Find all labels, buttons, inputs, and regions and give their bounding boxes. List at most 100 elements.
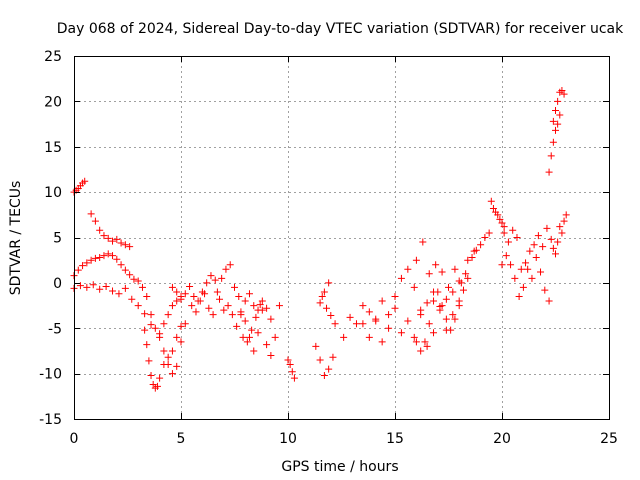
data-point [83,259,91,267]
data-point [228,311,236,319]
data-point [168,283,176,291]
data-point [320,371,328,379]
data-point [104,234,112,242]
data-point [83,283,91,291]
data-point [385,324,393,332]
data-point [359,320,367,328]
data-point [104,250,112,258]
data-point [365,333,373,341]
x-tick-label: 20 [493,431,511,447]
chart-title: Day 068 of 2024, Sidereal Day-to-day VTE… [57,21,624,37]
data-point [241,317,249,325]
series-track-k [312,279,339,379]
data-point [320,288,328,296]
data-point [201,290,209,298]
data-point [513,234,521,241]
data-point [243,338,251,346]
data-point [288,368,296,376]
data-point [316,299,324,307]
data-point [423,299,431,307]
data-point [149,381,157,389]
data-point [76,282,84,290]
data-point [515,292,523,300]
data-point [552,250,559,258]
x-tick-label: 5 [177,431,186,447]
data-point [147,311,155,319]
data-point [143,341,151,349]
data-point [134,277,142,285]
series-track-n [412,274,472,355]
data-point [109,287,117,295]
data-point [248,326,256,334]
series-track-l [340,265,470,341]
data-point [346,313,354,321]
data-point [485,229,493,237]
data-point [472,246,480,254]
data-point [211,276,219,284]
series-track-p [468,229,493,261]
data-point [188,302,196,310]
data-point [216,295,224,303]
data-point [126,271,134,279]
data-point [207,272,215,280]
data-point [541,286,549,294]
y-tick-label: 20 [44,94,62,110]
series-track-m [359,297,463,350]
data-point [156,333,164,341]
data-point [419,238,427,246]
data-point [231,283,238,291]
y-tick-label: 15 [44,140,62,156]
grid-lines [74,56,609,419]
data-point [425,320,433,328]
data-point [173,362,181,370]
data-point [436,306,444,314]
data-point [121,266,129,274]
data-point [226,261,234,269]
data-point [147,321,155,329]
data-point [235,292,243,300]
data-point [412,338,420,346]
data-point [558,229,566,237]
data-point [117,261,125,269]
data-point [121,284,129,292]
data-point [81,177,89,185]
data-point [329,353,337,361]
data-point [331,320,339,328]
data-point [177,338,185,346]
data-point [134,302,142,310]
data-point [239,333,247,341]
data-point [547,152,555,160]
data-point [233,322,241,330]
data-point [462,270,470,278]
series-track-f [156,320,189,378]
y-tick-label: -5 [48,321,62,337]
data-point [352,320,360,328]
data-point [451,315,459,323]
data-point [153,382,161,390]
data-point [404,317,412,325]
x-tick-label: 15 [386,431,404,447]
data-point [258,297,266,305]
data-point [181,290,189,298]
data-point [290,374,298,382]
data-point [89,281,97,289]
data-point [549,117,557,125]
data-point [547,235,555,243]
axis-ticks: 0 5 10 15 20 25 -15 -10 -5 0 5 10 15 20 25 [39,49,618,447]
data-point [378,338,386,346]
data-points [70,86,570,392]
data-point [517,265,525,273]
data-point [245,290,253,298]
data-point [507,261,515,269]
data-point [554,238,562,246]
data-point [552,126,559,134]
data-point [109,237,117,245]
data-point [468,253,476,261]
data-point [412,256,420,264]
data-point [141,310,149,318]
data-point [532,253,540,261]
series-track-j [284,356,298,382]
x-tick-label: 25 [600,431,618,447]
data-point [181,320,189,328]
data-point [430,297,438,305]
